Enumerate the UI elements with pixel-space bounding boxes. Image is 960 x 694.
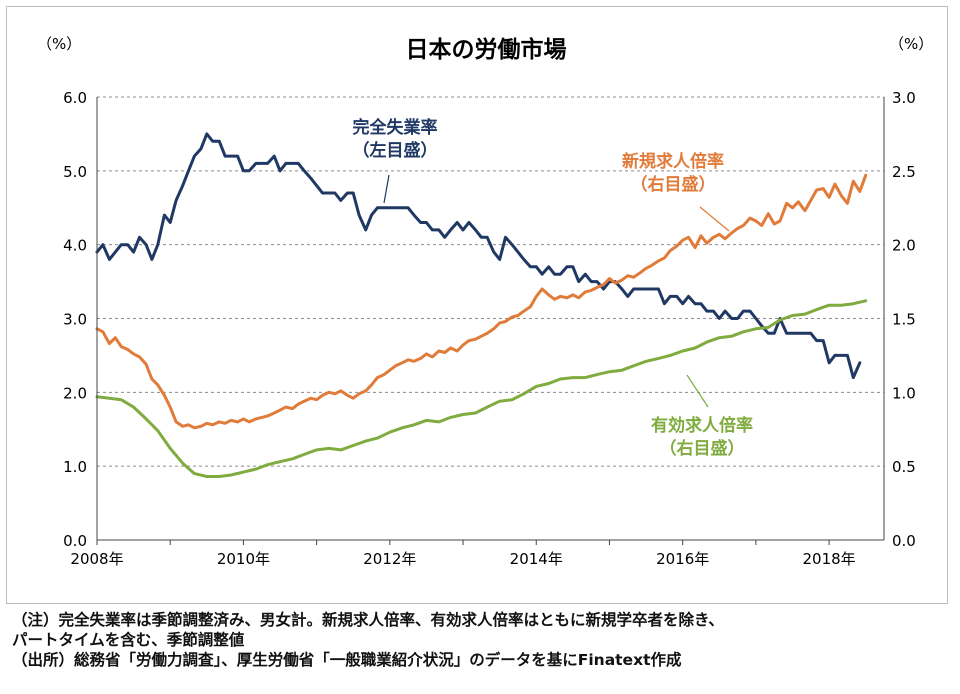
new_openings-label: 新規求人倍率 <box>622 151 724 172</box>
unemployment-leader-line <box>383 174 390 204</box>
x-tick-label: 2008年 <box>70 550 123 568</box>
right-y-tick-label: 0.5 <box>892 458 916 476</box>
x-tick-label: 2012年 <box>363 550 416 568</box>
left-y-tick-label: 6.0 <box>63 89 87 107</box>
x-tick-label: 2010年 <box>217 550 270 568</box>
left-y-tick-label: 4.0 <box>63 237 87 255</box>
labor-market-chart: 0.0 0.0 1.0 0.5 2.0 1.0 3.0 1.5 4.0 2.0 5.0 2.5 6.0 3… <box>37 35 933 568</box>
left-y-tick-label: 5.0 <box>63 163 87 181</box>
active_openings-leader-line <box>686 374 709 408</box>
right-y-tick-label: 2.5 <box>892 163 916 181</box>
left-axis-unit: （%） <box>37 35 81 53</box>
unemployment-line <box>95 132 862 380</box>
unemployment-label: （左目盛） <box>353 140 438 161</box>
chart-frame: 0.0 0.0 1.0 0.5 2.0 1.0 3.0 1.5 4.0 2.0 5.0 2.5 6.0 3… <box>6 6 948 604</box>
x-tick-label: 2014年 <box>510 550 563 568</box>
left-y-tick-label: 1.0 <box>63 458 87 476</box>
x-tick-label: 2018年 <box>802 550 855 568</box>
grid-layer <box>97 96 884 467</box>
note-line-2: パートタイムを含む、季節調整値 <box>12 631 245 649</box>
left-y-tick-label: 0.0 <box>63 532 87 550</box>
right-y-tick-label: 1.0 <box>892 384 916 402</box>
right-y-tick-label: 0.0 <box>892 532 916 550</box>
active_openings-label: 有効求人倍率 <box>651 415 753 436</box>
new_openings-label: （右目盛） <box>631 174 716 195</box>
series-layer <box>95 132 868 478</box>
note-line-3: （出所）総務省「労働力調査」、厚生労働省「一般職業紹介状況」のデータを基にFin… <box>12 651 682 669</box>
series-label-layer: 完全失業率（左目盛）新規求人倍率（右目盛）有効求人倍率（右目盛） <box>353 117 754 459</box>
new_openings-leader-line <box>699 206 730 232</box>
axis-layer: 0.0 0.0 1.0 0.5 2.0 1.0 3.0 1.5 4.0 2.0 5.0 2.5 6.0 3… <box>63 89 916 568</box>
right-axis-unit: （%） <box>889 35 933 53</box>
chart-title: 日本の労働市場 <box>406 36 567 63</box>
note-line-1: （注）完全失業率は季節調整済み、男女計。新規求人倍率、有効求人倍率はともに新規学… <box>12 611 724 629</box>
left-y-tick-label: 2.0 <box>63 384 87 402</box>
unemployment-label: 完全失業率 <box>353 117 438 138</box>
active_openings-label: （右目盛） <box>660 438 745 459</box>
notes: （注）完全失業率は季節調整済み、男女計。新規求人倍率、有効求人倍率はともに新規学… <box>12 610 952 670</box>
right-y-tick-label: 2.0 <box>892 237 916 255</box>
right-y-tick-label: 1.5 <box>892 311 916 329</box>
new_openings-line <box>95 173 868 430</box>
x-tick-label: 2016年 <box>656 550 709 568</box>
left-y-tick-label: 3.0 <box>63 311 87 329</box>
active_openings-line <box>95 299 868 478</box>
right-y-tick-label: 3.0 <box>892 89 916 107</box>
